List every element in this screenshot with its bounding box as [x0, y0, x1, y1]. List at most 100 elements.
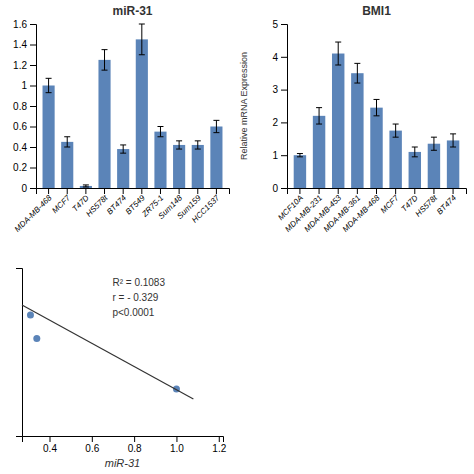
axis-line: [23, 437, 224, 443]
tick: 0.6: [85, 436, 99, 454]
tick-label: 0.6: [85, 443, 99, 454]
x-axis: 0.40.60.81.01.2: [23, 436, 227, 454]
tick-label: 0.4: [13, 142, 27, 153]
bar: [43, 86, 55, 189]
tick: MDA-MB-468: [341, 188, 382, 234]
tick-mark: [30, 86, 36, 87]
tick-mark: [104, 188, 105, 194]
error-bar: [176, 141, 182, 149]
tick-label: 0: [272, 183, 278, 194]
x-axis: MDA-MB-468MCF7T47DHS578tBT474BT549ZR75-1…: [13, 188, 230, 234]
tick: MDA-MB-468: [13, 188, 54, 234]
tick: 4: [272, 52, 287, 63]
bar: [173, 145, 185, 188]
tick-mark: [281, 155, 287, 156]
plot-area: [43, 24, 223, 188]
y-axis-label: Relative mRNA Expression: [239, 52, 249, 160]
tick-mark: [123, 188, 124, 194]
error-bar: [139, 24, 145, 55]
bar: [370, 108, 382, 188]
tick-mark: [176, 436, 177, 442]
panel: 0.40.60.81.01.2R² = 0.1083r = - 0.329p<0…: [16, 269, 227, 470]
bar: [136, 39, 148, 188]
tick-label: 0: [21, 183, 27, 194]
annotation: p<0.0001: [112, 307, 154, 318]
tick-label: 1: [272, 150, 278, 161]
tick-label: 1: [21, 80, 27, 91]
tick-label: HS578t: [84, 193, 110, 219]
tick-mark: [453, 188, 454, 194]
tick: HS578t: [84, 188, 110, 219]
bar: [389, 131, 401, 188]
error-bar: [335, 42, 341, 65]
panel: 00.20.40.60.811.21.41.6MDA-MB-468MCF7T47…: [13, 4, 230, 234]
tick-mark: [281, 122, 287, 123]
tick-mark: [134, 436, 135, 442]
tick-label: BT474: [105, 193, 128, 216]
bar: [294, 155, 306, 188]
error-bar: [157, 127, 163, 137]
y-axis: [16, 269, 23, 437]
tick: 5: [272, 19, 287, 30]
tick-mark: [281, 90, 287, 91]
error-bar: [120, 145, 126, 153]
tick: HCC1537: [190, 188, 222, 225]
tick-mark: [30, 106, 36, 107]
bar: [447, 140, 459, 188]
annotation: R² = 0.1083: [112, 277, 165, 288]
tick-label: 0.8: [13, 101, 27, 112]
tick-label: MCF7: [50, 193, 72, 215]
error-bar: [450, 134, 456, 147]
tick: 0.4: [13, 142, 36, 153]
tick-mark: [281, 24, 287, 25]
tick: 1: [21, 80, 36, 91]
error-bar: [354, 63, 360, 83]
tick: 0: [21, 183, 36, 194]
tick-label: 0.6: [13, 121, 27, 132]
tick-mark: [299, 188, 300, 194]
tick-mark: [197, 188, 198, 194]
bar: [61, 142, 73, 188]
tick-mark: [395, 188, 396, 194]
error-bar: [102, 50, 108, 71]
error-bar: [46, 78, 52, 92]
regression-line: [22, 305, 193, 399]
point: [27, 312, 34, 319]
tick: 0.6: [13, 121, 36, 132]
tick-label: 3: [272, 84, 278, 95]
tick-mark: [281, 57, 287, 58]
tick-label: MDA-MB-468: [341, 193, 382, 234]
tick-label: 2: [272, 117, 278, 128]
tick-label: 1.4: [13, 39, 27, 50]
error-bar: [393, 124, 399, 137]
title: miR-31: [112, 4, 152, 18]
tick: 1.0: [170, 436, 184, 454]
x-axis: MCF10AMDA-MB-231MDA-MB-453MDA-MB-361MDA-…: [276, 188, 466, 234]
bar: [117, 149, 129, 188]
tick-label: HCC1537: [190, 193, 222, 225]
tick: 0.2: [13, 162, 36, 173]
error-bar: [195, 141, 201, 149]
tick-mark: [160, 188, 161, 194]
tick-mark: [30, 147, 36, 148]
plot-area: [22, 305, 193, 399]
bar: [332, 54, 344, 188]
tick: 3: [272, 84, 287, 95]
error-bar: [412, 147, 418, 157]
tick-label: 0.2: [13, 162, 27, 173]
error-bar: [374, 99, 380, 115]
x-axis-label: miR-31: [105, 457, 140, 469]
tick-label: 0.8: [128, 443, 142, 454]
tick-mark: [67, 188, 68, 194]
tick-mark: [357, 188, 358, 194]
tick-mark: [433, 188, 434, 194]
tick: 0: [272, 183, 287, 194]
tick-mark: [50, 436, 51, 442]
tick-mark: [30, 45, 36, 46]
y-axis: 00.20.40.60.811.21.41.6: [13, 19, 36, 194]
tick-label: 1.6: [13, 19, 27, 30]
tick: 0.4: [43, 436, 57, 454]
tick-mark: [219, 436, 220, 442]
tick-label: 5: [272, 19, 278, 30]
tick-mark: [141, 188, 142, 194]
